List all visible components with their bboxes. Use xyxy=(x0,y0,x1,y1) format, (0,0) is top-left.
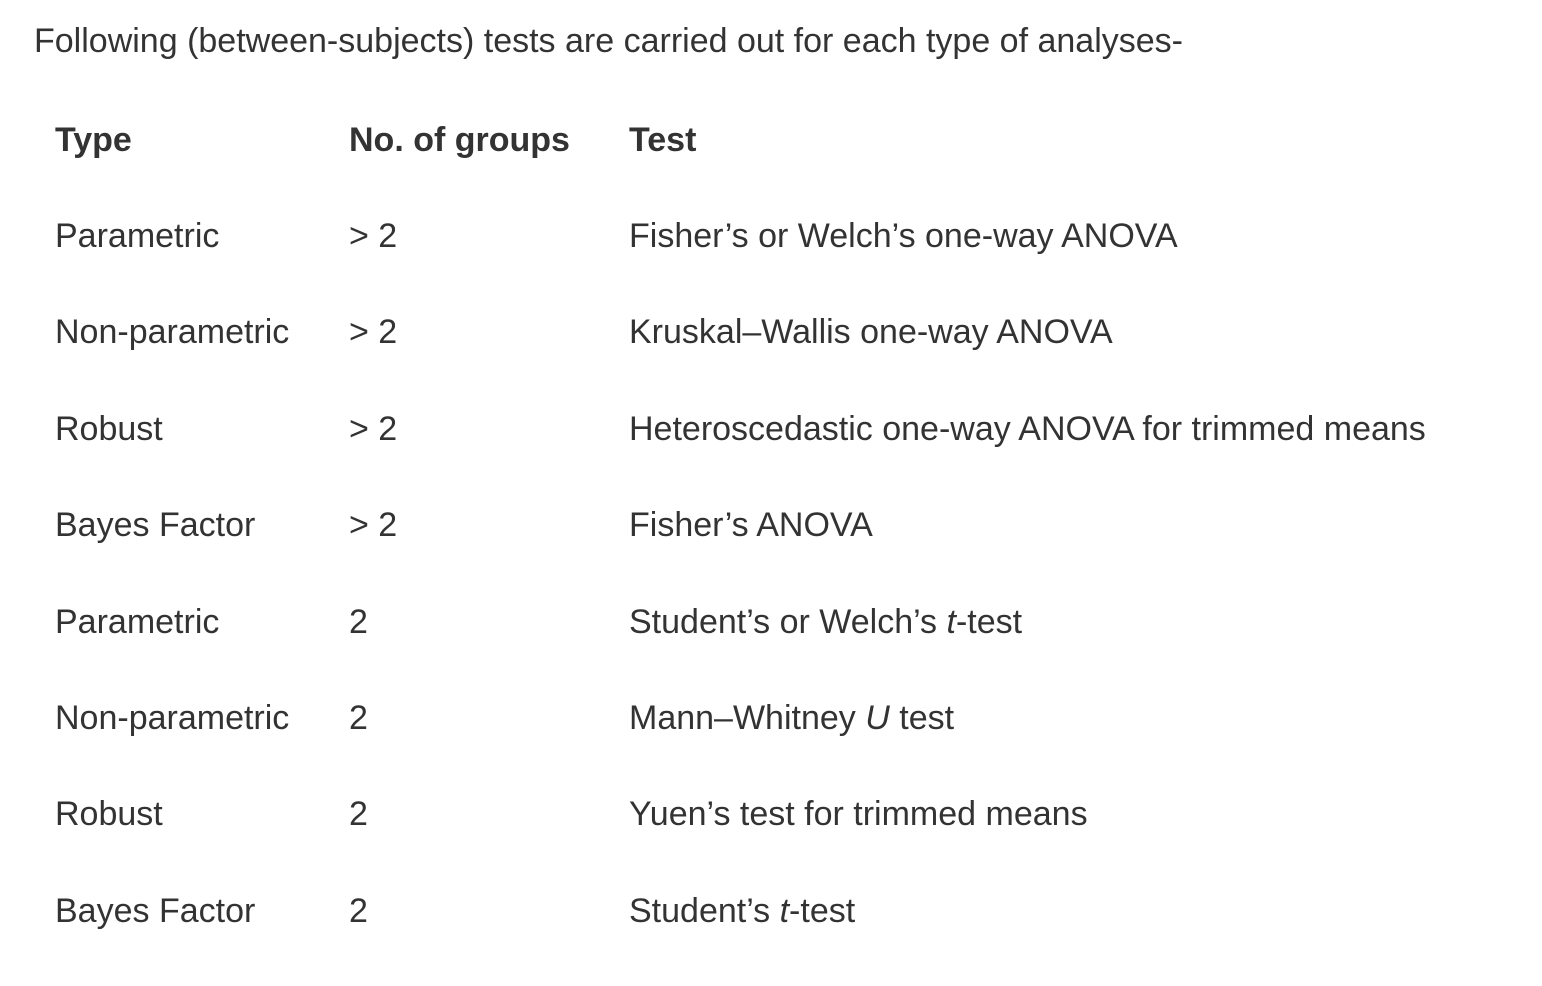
table-row: Non-parametric > 2 Kruskal–Wallis one-way … xyxy=(34,285,1447,381)
test-name-segment: Heteroscedastic one-way ANOVA for trimme… xyxy=(629,409,1426,448)
cell-no-of-groups: 2 xyxy=(349,699,368,738)
cell-type: Non-parametric xyxy=(55,699,290,738)
cell-test: Fisher’s or Welch’s one-way ANOVA xyxy=(608,188,1447,284)
cell-no-of-groups: 2 xyxy=(349,795,368,834)
test-name-segment: Fisher’s ANOVA xyxy=(629,506,873,545)
header-row: Type No. of groups Test xyxy=(34,92,1447,188)
cell-test: Mann–Whitney U test xyxy=(608,670,1447,766)
cell-test: Student’s t-test xyxy=(608,863,1447,959)
cell-test: Kruskal–Wallis one-way ANOVA xyxy=(608,285,1447,381)
test-name-segment: Student’s or Welch’s xyxy=(629,602,947,641)
test-name-italic-symbol: t xyxy=(779,891,790,930)
test-name-segment: Yuen’s test for trimmed means xyxy=(629,795,1088,834)
cell-test: Fisher’s ANOVA xyxy=(608,478,1447,574)
cell-type: Robust xyxy=(55,409,163,448)
test-name-segment: Mann–Whitney xyxy=(629,699,866,738)
cell-type: Parametric xyxy=(55,217,220,256)
cell-type: Parametric xyxy=(55,602,220,641)
cell-test: Heteroscedastic one-way ANOVA for trimme… xyxy=(608,381,1447,477)
cell-type: Bayes Factor xyxy=(55,891,256,930)
cell-test: Student’s or Welch’s t-test xyxy=(608,574,1447,670)
test-name-segment: Kruskal–Wallis one-way ANOVA xyxy=(629,313,1113,352)
header-test: Test xyxy=(629,120,697,159)
test-name-italic-symbol: U xyxy=(865,699,890,738)
table-row: Robust 2 Yuen’s test for trimmed means xyxy=(34,767,1447,863)
test-name-segment: -test xyxy=(789,891,856,930)
intro-text: Following (between-subjects) tests are c… xyxy=(34,22,1183,60)
table-row: Non-parametric 2 Mann–Whitney U test xyxy=(34,670,1447,766)
table-row: Bayes Factor 2 Student’s t-test xyxy=(34,863,1447,959)
cell-type: Non-parametric xyxy=(55,313,290,352)
header-type: Type xyxy=(55,120,132,159)
cell-type: Robust xyxy=(55,795,163,834)
test-name-segment: -test xyxy=(955,602,1023,641)
test-name-segment: Student’s xyxy=(629,891,780,930)
cell-no-of-groups: 2 xyxy=(349,602,368,641)
tests-table: Type No. of groups Test Parametric > 2 Fis… xyxy=(34,92,1447,960)
test-name-segment: test xyxy=(889,699,955,738)
table-row: Bayes Factor > 2 Fisher’s ANOVA xyxy=(34,478,1447,574)
cell-test: Yuen’s test for trimmed means xyxy=(608,767,1447,863)
table-header: Type No. of groups Test xyxy=(34,92,1447,188)
test-name-segment: Fisher’s or Welch’s one-way ANOVA xyxy=(629,217,1178,256)
table-row: Parametric > 2 Fisher’s or Welch’s one-way… xyxy=(34,188,1447,284)
table-row: Robust > 2 Heteroscedastic one-way ANOVA f… xyxy=(34,381,1447,477)
header-no-of-groups: No. of groups xyxy=(349,120,570,159)
cell-no-of-groups: > 2 xyxy=(349,409,398,448)
cell-no-of-groups: > 2 xyxy=(349,217,398,256)
table-row: Parametric 2 Student’s or Welch’s t-test xyxy=(34,574,1447,670)
cell-no-of-groups: 2 xyxy=(349,891,368,930)
cell-no-of-groups: > 2 xyxy=(349,313,398,352)
table-body: Parametric > 2 Fisher’s or Welch’s one-way… xyxy=(34,188,1447,959)
cell-type: Bayes Factor xyxy=(55,506,256,545)
cell-no-of-groups: > 2 xyxy=(349,506,398,545)
test-name-italic-symbol: t xyxy=(946,602,956,641)
